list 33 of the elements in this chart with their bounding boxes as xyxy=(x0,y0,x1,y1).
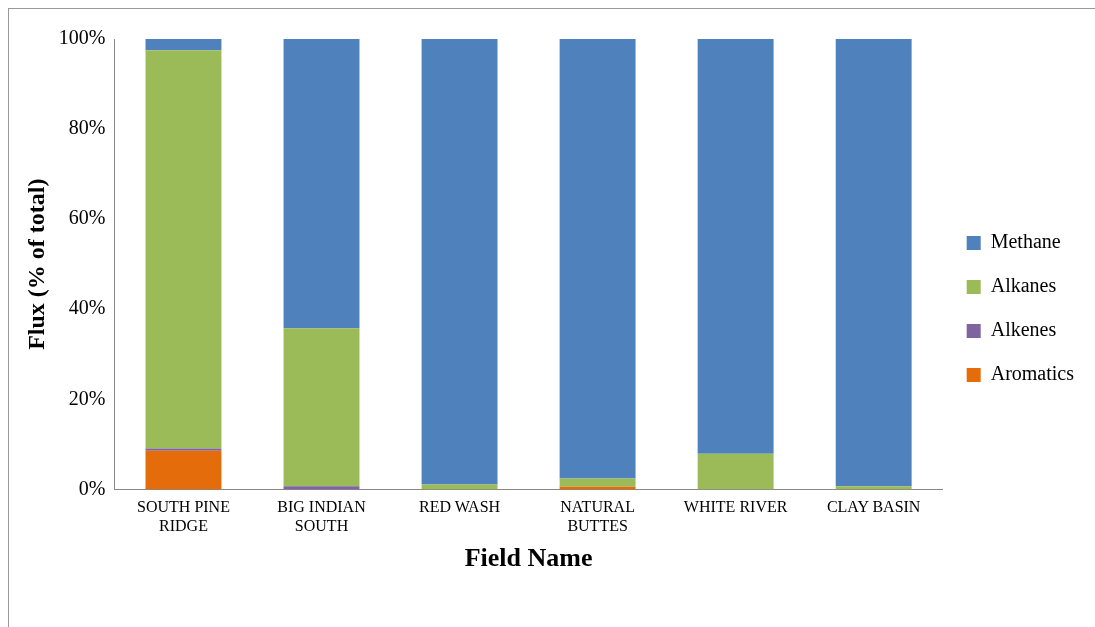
bar xyxy=(421,484,498,490)
bar xyxy=(283,39,360,329)
bar xyxy=(283,328,360,487)
bar xyxy=(559,478,636,487)
bar xyxy=(835,39,912,487)
x-tick-label: WHITE RIVER xyxy=(683,498,788,516)
bar xyxy=(145,450,222,490)
bar xyxy=(283,486,360,490)
legend-label: Aromatics xyxy=(990,362,1075,385)
legend-label: Methane xyxy=(990,230,1061,253)
x-tick-label: BIG INDIAN SOUTH xyxy=(277,498,367,535)
x-tick-label: CLAY BASIN xyxy=(826,498,921,516)
bar xyxy=(835,486,912,490)
y-tick-label: 60% xyxy=(68,206,106,229)
bar xyxy=(145,448,222,451)
y-axis-title: Flux (% of total) xyxy=(22,178,49,350)
x-tick-label: SOUTH PINE RIDGE xyxy=(137,498,230,535)
bar xyxy=(421,39,498,485)
bar xyxy=(145,50,222,449)
y-tick-label: 20% xyxy=(68,386,106,409)
x-axis-title: Field Name xyxy=(464,543,593,573)
bar xyxy=(145,39,222,51)
bar xyxy=(697,453,774,490)
x-tick-label: NATURAL BUTTES xyxy=(560,498,635,535)
legend-label: Alkenes xyxy=(990,318,1057,341)
y-tick-label: 100% xyxy=(58,26,106,49)
x-tick-label: RED WASH xyxy=(419,498,501,516)
y-tick-label: 40% xyxy=(68,296,106,319)
bar xyxy=(559,39,636,479)
bar xyxy=(697,39,774,454)
legend-label: Alkanes xyxy=(990,274,1057,297)
y-tick-label: 80% xyxy=(68,116,106,139)
y-tick-label: 0% xyxy=(78,476,106,499)
